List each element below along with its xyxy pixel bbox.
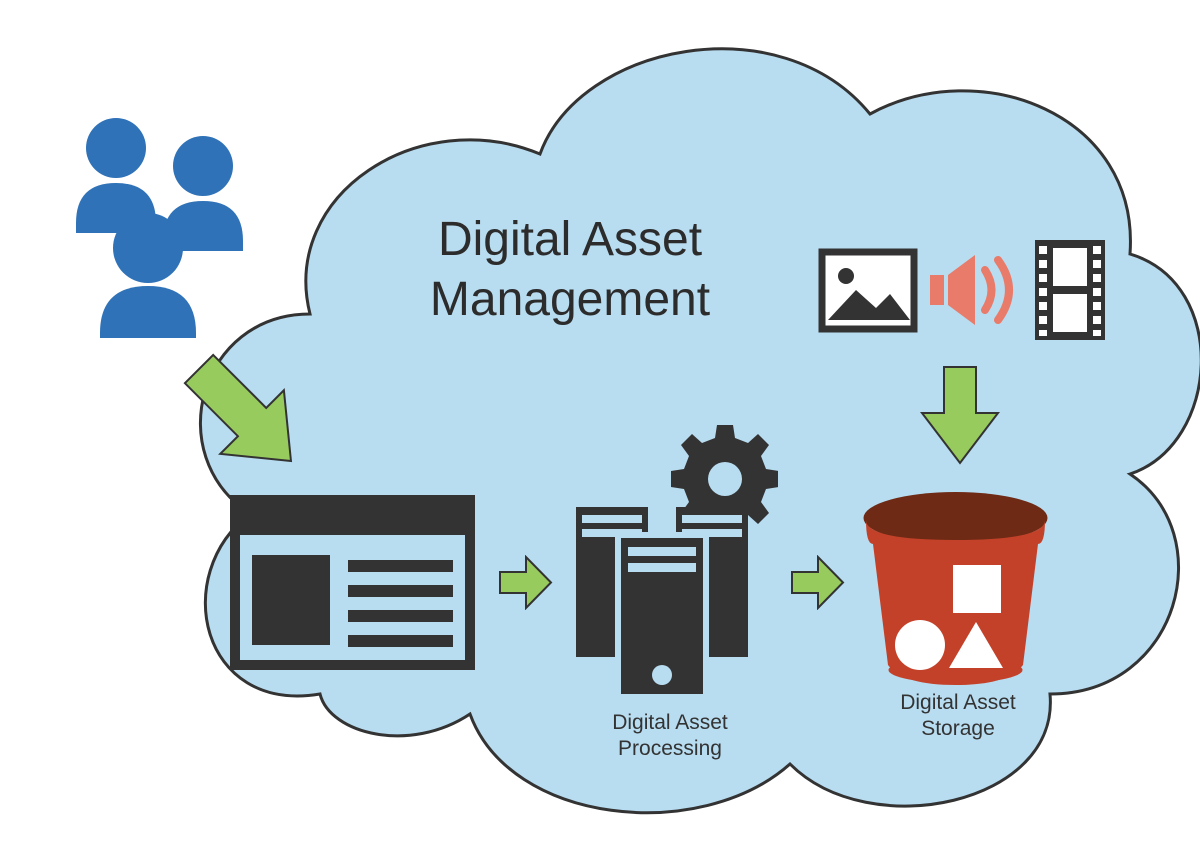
diagram-canvas: Digital Asset Management [0, 0, 1200, 867]
servers-icon [558, 425, 778, 700]
processing-label-line1: Digital Asset [585, 710, 755, 736]
storage-label: Digital Asset Storage [878, 690, 1038, 743]
diagram-title: Digital Asset Management [370, 210, 770, 330]
processing-label: Digital Asset Processing [585, 710, 755, 763]
browser-window-icon [230, 495, 475, 670]
arrow-browser-to-servers [498, 555, 553, 610]
title-line1: Digital Asset [370, 210, 770, 270]
arrow-media-to-bucket [920, 365, 1000, 465]
arrow-servers-to-bucket [790, 555, 845, 610]
storage-label-line1: Digital Asset [878, 690, 1038, 716]
storage-label-line2: Storage [878, 716, 1038, 742]
processing-label-line2: Processing [585, 736, 755, 762]
speaker-icon [930, 250, 1020, 330]
film-icon [1035, 240, 1105, 340]
arrow-users-to-browser [150, 320, 340, 510]
image-icon [818, 248, 918, 333]
users-icon [58, 108, 258, 338]
storage-bucket-icon [858, 490, 1053, 685]
title-line2: Management [370, 270, 770, 330]
